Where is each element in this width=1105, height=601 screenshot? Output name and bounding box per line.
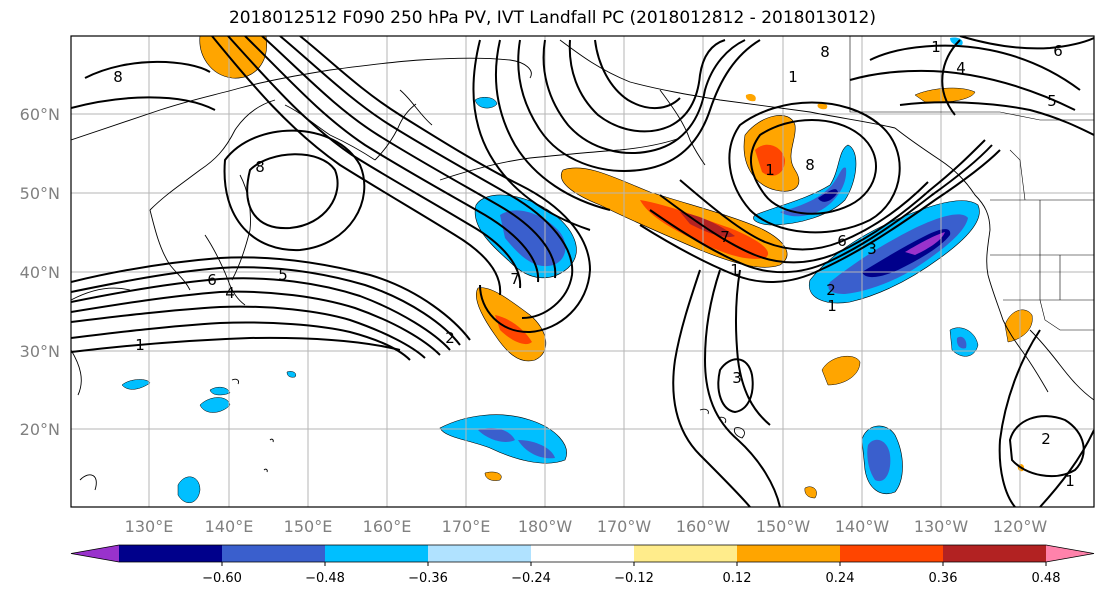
- contour-label: 2: [1041, 430, 1051, 448]
- lon-label: 140°E: [205, 517, 254, 536]
- contour-label: 5: [278, 266, 288, 284]
- lat-label: 30°N: [20, 342, 60, 361]
- contour-label: 1: [135, 336, 145, 354]
- contour-label: 3: [732, 369, 742, 387]
- contour-label: 6: [207, 271, 217, 289]
- colorbar-tick-label: 0.48: [1032, 571, 1061, 586]
- colorbar: −0.60 −0.48 −0.36 −0.24 −0.12 0.12 0.24 0.36 0.4…: [70, 544, 1095, 586]
- colorbar-segment: [428, 545, 532, 562]
- contour-label: 5: [1047, 92, 1057, 110]
- colorbar-tick-label: −0.24: [511, 571, 551, 586]
- colorbar-segment: [634, 545, 738, 562]
- contour-label: 1: [827, 297, 837, 315]
- longitude-labels: 130°E 140°E 150°E 160°E 170°E 180°W 170°…: [125, 517, 1048, 536]
- colorbar-tick-label: 0.24: [826, 571, 855, 586]
- lat-label: 50°N: [20, 184, 60, 203]
- colorbar-segment: [119, 545, 223, 562]
- colorbar-outline: [70, 544, 1095, 563]
- lon-label: 150°E: [284, 517, 333, 536]
- lon-label: 130°E: [125, 517, 174, 536]
- contour-label: 6: [837, 232, 847, 250]
- contour-label: 4: [225, 284, 235, 302]
- colorbar-tick-label: 0.12: [723, 571, 752, 586]
- colorbar-segment: [222, 545, 326, 562]
- latitude-labels: 60°N 50°N 40°N 30°N 20°N: [20, 105, 60, 439]
- lon-label: 160°W: [676, 517, 731, 536]
- colorbar-segment: [325, 545, 429, 562]
- colorbar-tick-label: −0.60: [202, 571, 242, 586]
- map-frame: [70, 35, 1095, 508]
- colorbar-tick-label: −0.48: [305, 571, 345, 586]
- lon-label: 180°W: [518, 517, 573, 536]
- colorbar-segment: [737, 545, 841, 562]
- coastlines: [71, 39, 1094, 491]
- contour-label: 7: [510, 270, 520, 288]
- lat-label: 20°N: [20, 420, 60, 439]
- contour-label: 7: [720, 228, 730, 246]
- contour-label: 3: [867, 240, 877, 258]
- colorbar-segment: [71, 545, 119, 562]
- colorbar-tick-label: 0.36: [929, 571, 958, 586]
- colorbar-segment: [1046, 545, 1094, 562]
- gridlines: [71, 36, 1094, 507]
- contour-label: 8: [805, 156, 815, 174]
- contour-label: 4: [956, 59, 966, 77]
- colorbar-segment: [531, 545, 635, 562]
- contour-label: 2: [826, 281, 836, 299]
- pv-contours: [71, 36, 1094, 507]
- contour-label: 8: [820, 43, 830, 61]
- lon-label: 130°W: [914, 517, 969, 536]
- political-borders: [849, 36, 1094, 331]
- contour-label: 1: [788, 68, 798, 86]
- colorbar-tick-label: −0.12: [614, 571, 654, 586]
- contour-labels: 8 8 6 5 4 1 2 7 7 1 8 1 6 3 1 2 3 8 1 4 …: [113, 38, 1075, 490]
- lon-label: 120°W: [993, 517, 1048, 536]
- contour-label: 1: [730, 261, 740, 279]
- contour-label: 1: [1065, 472, 1075, 490]
- colorbar-segment: [840, 545, 944, 562]
- map-title: 2018012512 F090 250 hPa PV, IVT Landfall…: [228, 8, 876, 28]
- colorbar-segment: [943, 545, 1047, 562]
- lat-label: 40°N: [20, 263, 60, 282]
- contour-label: 1: [765, 161, 775, 179]
- contour-label: 2: [445, 329, 455, 347]
- colorbar-tick-label: −0.36: [408, 571, 448, 586]
- lon-label: 170°W: [597, 517, 652, 536]
- lon-label: 140°W: [835, 517, 890, 536]
- contour-label: 8: [255, 158, 265, 176]
- contour-label: 1: [931, 38, 941, 56]
- lon-label: 160°E: [363, 517, 412, 536]
- contour-label: 8: [113, 68, 123, 86]
- lat-label: 60°N: [20, 105, 60, 124]
- lon-label: 170°E: [442, 517, 491, 536]
- lon-label: 150°W: [756, 517, 811, 536]
- contour-label: 6: [1053, 42, 1063, 60]
